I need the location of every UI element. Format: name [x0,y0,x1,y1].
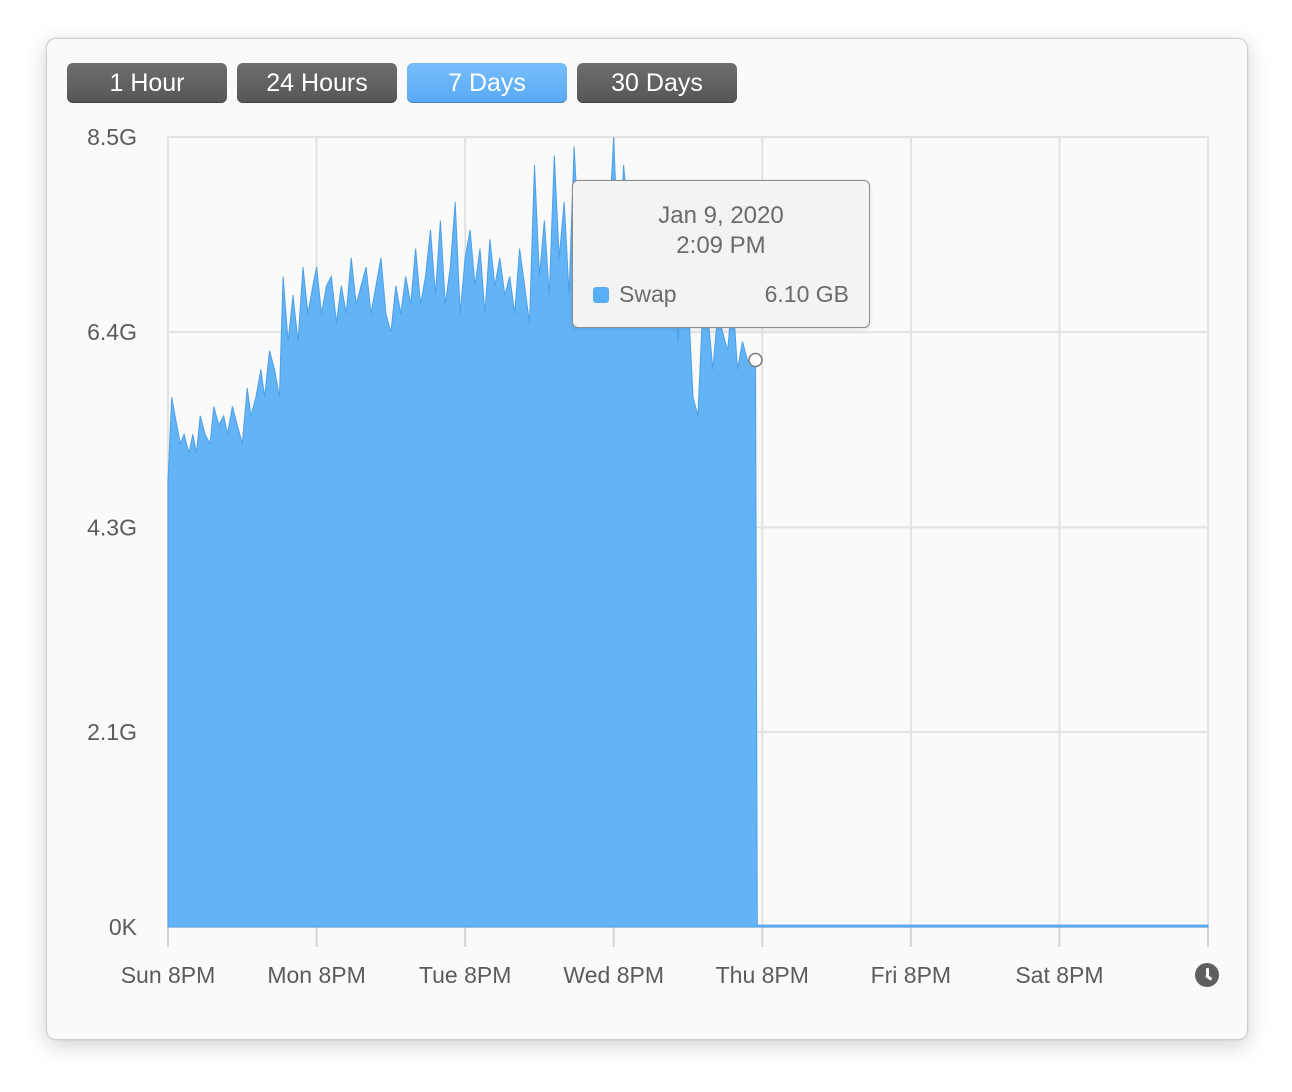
clock-icon[interactable] [1195,963,1219,987]
x-tick-label: Wed 8PM [563,962,664,988]
series-color-swatch [593,286,609,303]
range-button-7-days[interactable]: 7 Days [407,63,567,103]
hover-point-marker [748,352,763,368]
y-tick-label: 8.5G [87,124,137,150]
y-tick-label: 2.1G [87,719,137,745]
y-tick-label: 6.4G [87,319,137,345]
tooltip-date: Jan 9, 2020 [658,202,784,229]
y-tick-label: 4.3G [87,514,137,540]
tooltip-series-name: Swap [619,281,677,307]
tooltip-time: 2:09 PM [676,232,766,259]
range-button-1-hour[interactable]: 1 Hour [67,63,227,103]
x-tick-label: Sun 8PM [121,962,216,988]
x-tick-label: Tue 8PM [419,962,511,988]
tooltip-series-row: Swap 6.10 GB [593,281,849,308]
tooltip-datetime: Jan 9, 2020 2:09 PM [573,201,869,261]
data-tooltip: Jan 9, 2020 2:09 PM Swap 6.10 GB [572,180,870,328]
tooltip-series-value: 6.10 GB [764,281,849,307]
y-axis-ticks: 8.5G 6.4G 4.3G 2.1G 0K [87,124,138,940]
x-axis-ticks: Sun 8PM Mon 8PM Tue 8PM Wed 8PM Thu 8PM Fri 8… [121,962,1104,988]
range-button-30-days[interactable]: 30 Days [577,63,737,103]
memory-chart-window: 1 Hour 24 Hours 7 Days 30 Days 8.5G 6.4G 4… [46,38,1248,1040]
range-button-24-hours[interactable]: 24 Hours [237,63,397,103]
y-tick-label: 0K [109,914,138,940]
x-tick-label: Sat 8PM [1015,962,1103,988]
x-tick-label: Mon 8PM [267,962,365,988]
x-tick-label: Thu 8PM [716,962,809,988]
x-tick-label: Fri 8PM [871,962,952,988]
